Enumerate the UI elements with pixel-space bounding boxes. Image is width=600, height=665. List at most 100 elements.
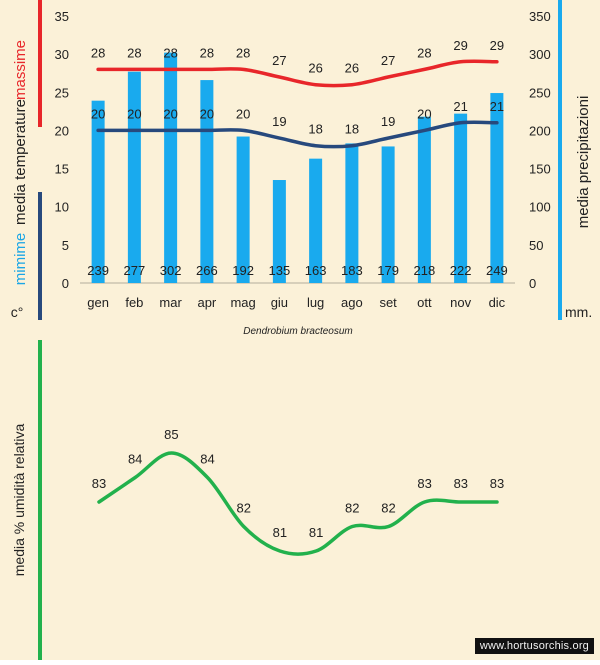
precipitation-data-label: 266 [196, 263, 218, 278]
humidity-data-label: 84 [200, 452, 214, 467]
max-temperature-data-label: 29 [453, 38, 467, 53]
humidity-data-label: 83 [417, 476, 431, 491]
precipitation-bar [309, 158, 323, 283]
max-temperature-data-label: 26 [308, 61, 322, 76]
left-axis-label-top: massime [12, 40, 29, 100]
max-temperature-data-label: 27 [272, 53, 286, 68]
right-axis-tick-label: 100 [529, 200, 551, 215]
right-axis-tick-label: 300 [529, 47, 551, 62]
x-axis-tick-label: apr [197, 295, 216, 310]
max-temperature-data-label: 28 [127, 45, 141, 60]
min-temperature-data-label: 20 [417, 106, 431, 121]
precipitation-data-label: 277 [124, 263, 146, 278]
precipitation-bar [417, 116, 431, 283]
min-temperature-line [96, 120, 499, 149]
max-temperature-line [96, 59, 499, 88]
x-axis-tick-label: dic [489, 295, 506, 310]
humidity-axis-label: media % umidità relativa [11, 424, 27, 577]
left-axis-tick-label: 35 [55, 9, 69, 24]
x-axis-tick-label: feb [125, 295, 143, 310]
precipitation-bar [164, 52, 178, 283]
x-axis-tick-label: gen [87, 295, 109, 310]
left-axis-unit: c° [11, 304, 24, 320]
precipitation-data-label: 249 [486, 263, 508, 278]
left-axis-tick-label: 20 [55, 123, 69, 138]
humidity-data-label: 81 [273, 525, 287, 540]
precipitation-data-label: 135 [269, 263, 291, 278]
right-axis-tick-label: 250 [529, 85, 551, 100]
precipitation-bar [236, 136, 250, 283]
min-temperature-data-label: 19 [381, 114, 395, 129]
min-temperature-data-label: 20 [127, 106, 141, 121]
x-axis-tick-label: ott [417, 295, 432, 310]
precipitation-data-label: 239 [87, 263, 109, 278]
min-temperature-data-label: 20 [163, 106, 177, 121]
min-temperature-data-label: 21 [453, 99, 467, 114]
humidity-chart: media % umidità relativa 83 84 85 84 82 81 81 82… [11, 340, 504, 660]
humidity-data-label: 83 [454, 476, 468, 491]
right-axis-label: media precipitazioni [575, 96, 592, 229]
precipitation-bar [272, 180, 286, 283]
humidity-line [97, 451, 499, 556]
left-axis-tick-label: 15 [55, 162, 69, 177]
precipitation-bar [127, 71, 141, 283]
x-axis-tick-label: mag [230, 295, 255, 310]
right-axis-tick-label: 150 [529, 162, 551, 177]
x-axis-tick-label: set [379, 295, 397, 310]
left-axis-label-bottom: mimime [12, 233, 29, 286]
precipitation-bar [91, 100, 105, 283]
humidity-data-label: 85 [164, 427, 178, 442]
precipitation-bar [454, 113, 468, 283]
precipitation-data-label: 218 [414, 263, 436, 278]
max-temperature-data-label: 28 [91, 45, 105, 60]
precipitation-data-label: 192 [232, 263, 254, 278]
max-temperature-data-label: 28 [236, 45, 250, 60]
precipitation-data-label: 163 [305, 263, 327, 278]
left-axis-tick-label: 0 [62, 276, 69, 291]
min-temperature-data-label: 20 [91, 106, 105, 121]
max-temperature-data-label: 28 [417, 45, 431, 60]
max-temperature-data-label: 27 [381, 53, 395, 68]
x-axis-tick-label: lug [307, 295, 324, 310]
min-temperature-data-label: 18 [345, 122, 359, 137]
max-temperature-data-label: 26 [345, 61, 359, 76]
precipitation-bar [490, 93, 504, 283]
precipitation-data-label: 179 [377, 263, 399, 278]
min-temperature-data-label: 21 [490, 99, 504, 114]
humidity-data-label: 82 [236, 501, 250, 516]
max-temperature-data-label: 28 [200, 45, 214, 60]
left-axis-tick-label: 10 [55, 200, 69, 215]
chart-caption: Dendrobium bracteosum [243, 326, 353, 337]
min-temperature-data-label: 18 [308, 122, 322, 137]
precipitation-bar [381, 146, 395, 283]
left-axis-label: media temperature [12, 99, 29, 225]
humidity-data-label: 82 [381, 501, 395, 516]
max-temperature-data-label: 28 [163, 45, 177, 60]
x-axis-tick-label: nov [450, 295, 471, 310]
left-axis-tick-label: 5 [62, 238, 69, 253]
left-axis-tick-label: 30 [55, 47, 69, 62]
humidity-data-label: 84 [128, 452, 142, 467]
min-temperature-data-label: 20 [236, 106, 250, 121]
watermark: www.hortusorchis.org [474, 638, 594, 654]
humidity-data-label: 82 [345, 501, 359, 516]
max-temperature-data-label: 29 [490, 38, 504, 53]
humidity-data-label: 81 [309, 525, 323, 540]
x-axis-tick-label: ago [341, 295, 363, 310]
precipitation-bar [345, 143, 359, 283]
min-temperature-data-label: 19 [272, 114, 286, 129]
right-axis-tick-label: 350 [529, 9, 551, 24]
humidity-data-label: 83 [92, 476, 106, 491]
right-axis-tick-label: 0 [529, 276, 536, 291]
x-axis-tick-label: giu [271, 295, 288, 310]
humidity-data-label: 83 [490, 476, 504, 491]
precipitation-data-label: 222 [450, 263, 472, 278]
precipitation-data-label: 183 [341, 263, 363, 278]
precipitation-data-label: 302 [160, 263, 182, 278]
x-axis-tick-label: mar [159, 295, 182, 310]
right-axis-tick-label: 200 [529, 123, 551, 138]
right-axis-unit: mm. [565, 304, 592, 320]
